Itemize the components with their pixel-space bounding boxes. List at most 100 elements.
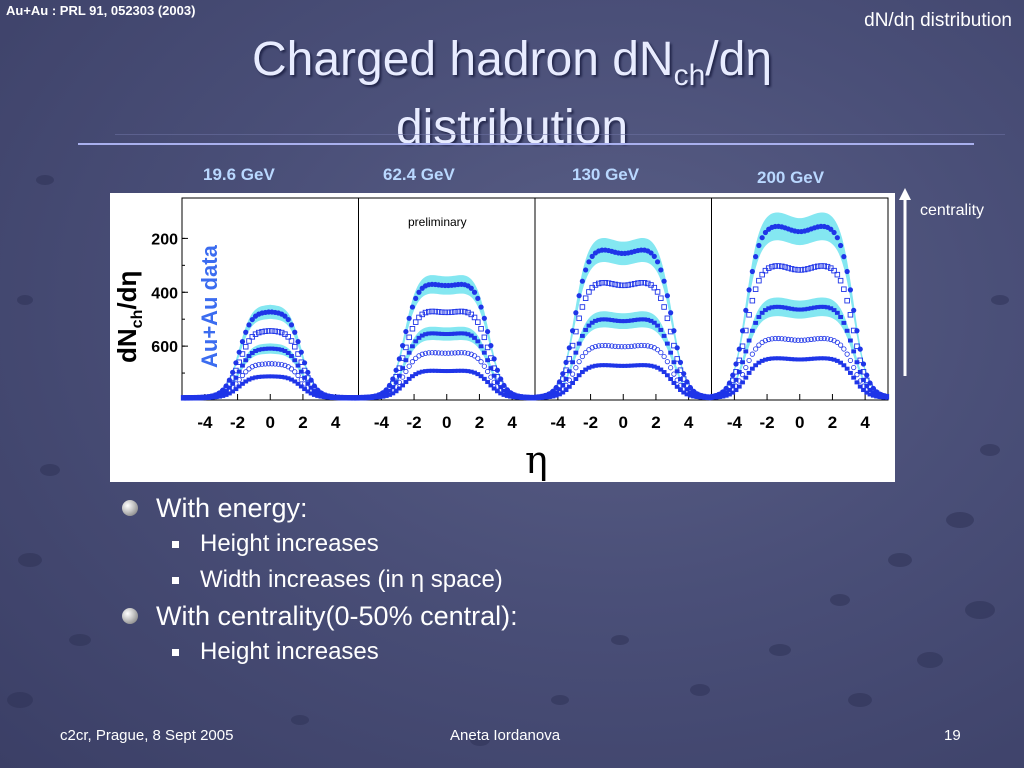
data-point — [292, 369, 298, 375]
data-point — [393, 389, 399, 394]
data-point — [733, 388, 739, 393]
sub-bullet: Width increases (in η space) — [122, 562, 518, 598]
data-point — [455, 350, 461, 356]
data-point — [605, 343, 612, 349]
data-point — [848, 338, 853, 343]
data-point — [629, 363, 634, 368]
data-point — [801, 266, 808, 273]
data-point — [602, 317, 608, 322]
data-point — [262, 328, 269, 335]
data-point — [413, 339, 419, 344]
data-point — [465, 369, 471, 374]
data-point — [792, 357, 798, 362]
data-point — [396, 379, 402, 385]
data-point — [426, 308, 432, 315]
data-point — [814, 263, 821, 270]
data-point — [638, 279, 644, 286]
data-point — [439, 350, 445, 356]
data-point — [266, 374, 272, 379]
data-point — [563, 387, 569, 392]
data-point — [825, 356, 830, 361]
data-point — [645, 363, 651, 368]
data-point — [661, 304, 667, 310]
data-point — [364, 395, 370, 400]
data-point — [635, 280, 641, 286]
data-point — [530, 395, 536, 400]
data-point — [419, 351, 425, 357]
data-point — [596, 317, 602, 322]
data-point — [289, 353, 294, 358]
data-point — [664, 359, 670, 365]
data-point — [789, 306, 794, 311]
data-point — [272, 328, 278, 335]
data-point — [210, 395, 216, 400]
data-point — [475, 295, 481, 302]
data-point — [278, 329, 285, 336]
data-point — [569, 371, 576, 377]
data-point — [730, 383, 736, 388]
data-point — [282, 313, 288, 319]
data-point — [691, 394, 696, 399]
data-point — [648, 318, 654, 323]
data-point — [331, 395, 337, 400]
data-point — [864, 383, 870, 388]
data-point — [749, 328, 755, 333]
preliminary-label: preliminary — [408, 215, 467, 229]
data-point — [321, 395, 327, 400]
x-tick-label: 2 — [475, 413, 484, 432]
data-point — [736, 384, 742, 389]
data-point — [468, 311, 475, 318]
sub-bullet: Height increases — [122, 526, 518, 562]
data-point — [648, 363, 654, 368]
data-point — [651, 253, 657, 259]
data-point — [426, 331, 432, 336]
data-point — [275, 361, 282, 367]
data-point — [759, 358, 765, 363]
data-point — [236, 359, 242, 365]
data-point — [642, 363, 647, 368]
data-point — [746, 370, 752, 375]
data-point — [765, 265, 772, 271]
data-point — [243, 358, 249, 363]
data-point — [403, 380, 409, 385]
data-point — [592, 282, 599, 288]
data-point — [471, 353, 478, 359]
data-point — [828, 336, 834, 343]
data-point — [478, 359, 484, 365]
data-point — [612, 318, 618, 323]
data-point — [341, 395, 347, 400]
data-point — [233, 375, 239, 380]
data-point — [488, 374, 494, 380]
data-point — [295, 363, 301, 368]
data-point — [465, 309, 471, 316]
data-point — [812, 356, 817, 361]
data-point — [582, 295, 589, 301]
data-point — [739, 343, 746, 349]
data-point — [396, 373, 402, 378]
data-point — [282, 375, 288, 380]
data-point — [681, 390, 687, 395]
data-point — [442, 369, 448, 374]
data-point — [292, 358, 298, 363]
x-tick-label: 0 — [795, 413, 804, 432]
data-point — [769, 356, 775, 361]
data-point — [851, 349, 857, 354]
data-point — [841, 320, 847, 325]
sub-bullet: Height increases — [122, 634, 518, 670]
data-point — [471, 314, 478, 321]
data-point — [684, 387, 690, 392]
data-point — [298, 369, 304, 374]
data-point — [412, 319, 419, 325]
data-point — [285, 316, 291, 323]
data-point — [746, 338, 752, 343]
data-point — [776, 356, 781, 361]
data-point — [723, 393, 729, 398]
data-point — [302, 387, 307, 392]
x-axis-label: η — [525, 438, 548, 482]
data-point — [269, 374, 275, 379]
data-point — [276, 347, 281, 352]
data-point — [256, 329, 262, 336]
data-point — [605, 280, 612, 286]
data-point — [576, 293, 582, 299]
data-point — [638, 363, 644, 368]
